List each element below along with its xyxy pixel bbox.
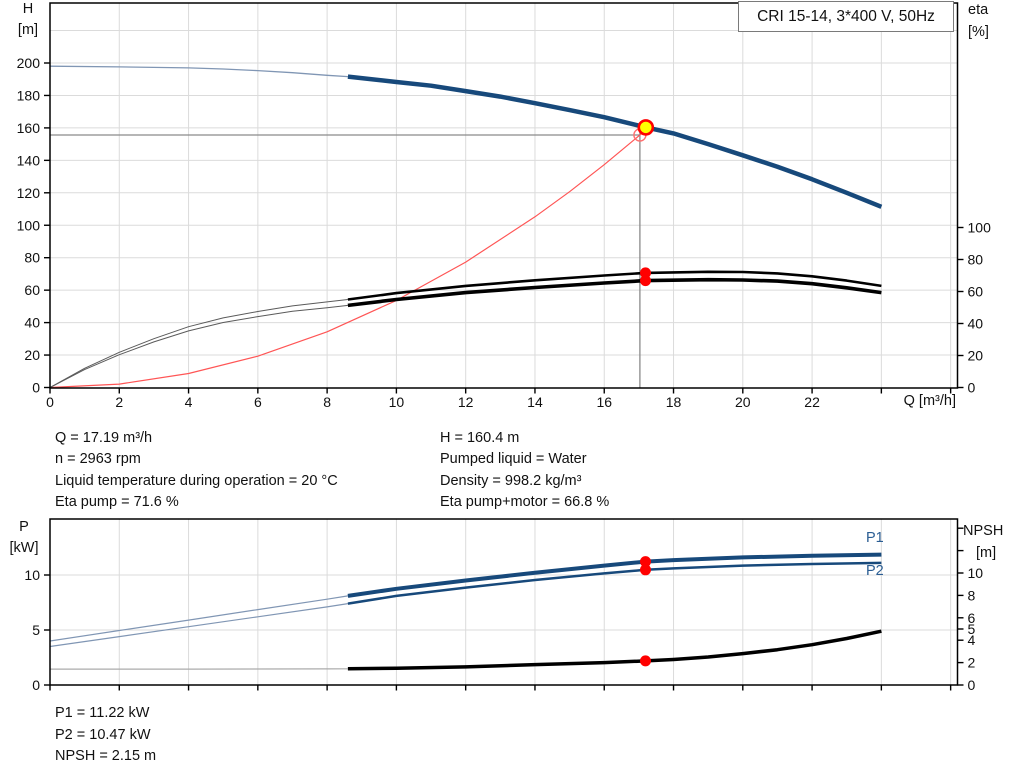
svg-text:200: 200 — [17, 55, 41, 71]
svg-text:100: 100 — [968, 220, 992, 236]
svg-text:0: 0 — [32, 380, 40, 396]
p1-thick — [347, 552, 882, 598]
svg-text:14: 14 — [527, 394, 543, 410]
svg-text:0: 0 — [968, 380, 976, 396]
svg-text:20: 20 — [24, 347, 40, 363]
pump-model-title: CRI 15-14, 3*400 V, 50Hz — [757, 7, 935, 25]
p-axis-label: P — [19, 519, 29, 535]
svg-text:10: 10 — [968, 565, 984, 581]
duty-point[interactable] — [637, 119, 655, 136]
operating-point-info-right: H = 160.4 m Pumped liquid = Water Densit… — [440, 428, 609, 514]
svg-text:10: 10 — [24, 567, 40, 583]
eta-axis-label: eta — [968, 2, 989, 18]
svg-text:40: 40 — [24, 315, 40, 331]
svg-text:100: 100 — [17, 217, 41, 233]
svg-text:20: 20 — [735, 394, 751, 410]
eta-pump-motor-point[interactable] — [640, 275, 651, 287]
p1-point[interactable] — [640, 556, 651, 568]
p2-thick — [347, 561, 882, 605]
system-curve — [49, 123, 654, 389]
operating-point-info-left: Q = 17.19 m³/h n = 2963 rpm Liquid tempe… — [55, 428, 338, 514]
svg-text:120: 120 — [17, 185, 41, 201]
svg-text:16: 16 — [596, 394, 612, 410]
svg-text:2: 2 — [968, 655, 976, 671]
npsh-thick — [347, 629, 882, 671]
q-axis-label: Q [m³/h] — [903, 393, 956, 409]
footer-npsh: NPSH = 2.15 m — [55, 748, 157, 764]
info-liquid-temp: Liquid temperature during operation = 20… — [55, 472, 338, 489]
svg-text:2: 2 — [115, 394, 123, 410]
eta-pump-motor-thick — [347, 277, 882, 308]
eta-pump-motor-thin — [49, 304, 348, 388]
svg-text:0: 0 — [32, 677, 40, 693]
svg-text:60: 60 — [24, 282, 40, 298]
svg-text:80: 80 — [968, 252, 984, 268]
pump-curve-thin — [49, 65, 348, 78]
svg-text:4: 4 — [968, 632, 976, 648]
svg-text:180: 180 — [17, 87, 41, 103]
info-pumped-liquid: Pumped liquid = Water — [440, 451, 587, 468]
svg-text:8: 8 — [968, 587, 976, 603]
info-eta-pump-motor: Eta pump+motor = 66.8 % — [440, 494, 610, 511]
svg-text:80: 80 — [24, 250, 40, 266]
pump-curve-thick — [347, 74, 883, 209]
info-q: Q = 17.19 m³/h — [55, 430, 153, 446]
svg-text:160: 160 — [17, 120, 41, 136]
svg-text:40: 40 — [968, 316, 984, 332]
svg-text:8: 8 — [323, 394, 331, 410]
npsh-axis-unit: [m] — [976, 545, 997, 561]
info-density: Density = 998.2 kg/m³ — [440, 472, 582, 489]
svg-text:0: 0 — [968, 677, 976, 693]
eta-axis-unit: [%] — [968, 24, 989, 40]
npsh-axis-label: NPSH — [963, 523, 1004, 539]
svg-text:12: 12 — [458, 394, 474, 410]
eta-pump-thin — [49, 299, 348, 388]
footer-p1: P1 = 11.22 kW — [55, 705, 150, 721]
eta-pump-point[interactable] — [640, 267, 651, 279]
svg-text:10: 10 — [389, 394, 405, 410]
info-h: H = 160.4 m — [440, 430, 520, 446]
p2-thin — [49, 603, 348, 648]
info-eta-pump: Eta pump = 71.6 % — [55, 494, 179, 511]
svg-text:0: 0 — [46, 394, 54, 410]
svg-text:5: 5 — [968, 621, 976, 637]
p-axis-unit: [kW] — [9, 540, 39, 556]
chart-title-box: CRI 15-14, 3*400 V, 50Hz — [738, 1, 954, 32]
svg-text:20: 20 — [968, 348, 984, 364]
svg-text:6: 6 — [254, 394, 262, 410]
footer-p2: P2 = 10.47 kW — [55, 726, 151, 743]
p2-curve-label: P2 — [866, 563, 884, 579]
svg-text:18: 18 — [666, 394, 682, 410]
svg-text:6: 6 — [968, 610, 976, 626]
p1-thin — [49, 595, 348, 642]
svg-text:140: 140 — [17, 152, 41, 168]
svg-text:22: 22 — [804, 394, 820, 410]
hq-eta-chart: 0 2 4 6 8 10 12 14 16 18 20 22 0 20 40 60 80 100 120 140 160… — [17, 2, 992, 410]
info-speed: n = 2963 rpm — [55, 451, 141, 468]
svg-text:4: 4 — [185, 394, 193, 410]
svg-text:60: 60 — [968, 284, 984, 300]
h-axis-unit: [m] — [17, 22, 39, 38]
npsh-point[interactable] — [640, 655, 651, 667]
h-axis-label: H — [22, 1, 34, 17]
p2-point[interactable] — [640, 564, 651, 576]
power-npsh-values: P1 = 11.22 kW P2 = 10.47 kW NPSH = 2.15 … — [55, 703, 156, 768]
p1-curve-label: P1 — [866, 530, 884, 546]
svg-text:5: 5 — [32, 622, 40, 638]
eta-pump-thick — [347, 270, 882, 301]
